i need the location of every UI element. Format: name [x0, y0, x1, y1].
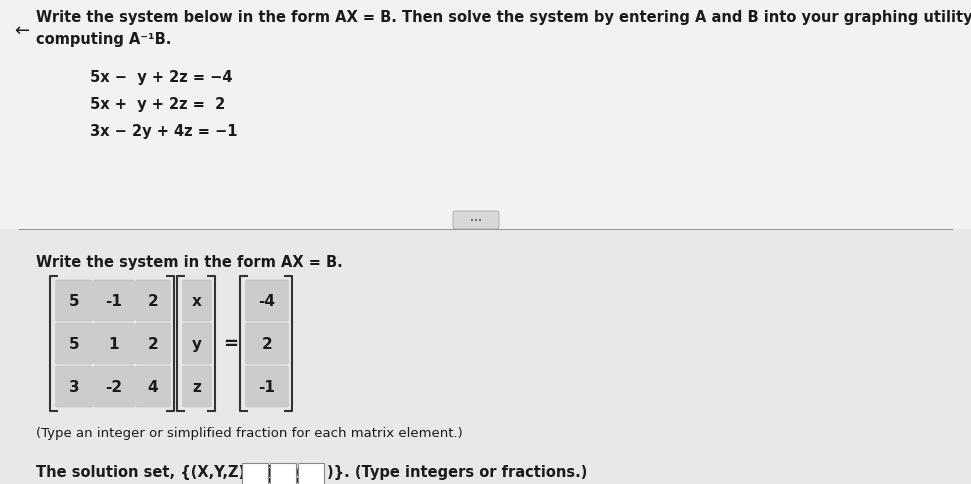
- Text: Write the system in the form AX = B.: Write the system in the form AX = B.: [36, 255, 343, 270]
- Text: x: x: [192, 293, 202, 308]
- Bar: [270, 463, 296, 484]
- Text: ,: ,: [294, 469, 299, 484]
- Text: 3: 3: [69, 379, 80, 394]
- Bar: [0, 229, 971, 484]
- Text: -4: -4: [258, 293, 276, 308]
- FancyBboxPatch shape: [94, 280, 134, 321]
- Text: 1: 1: [109, 336, 119, 351]
- FancyBboxPatch shape: [183, 323, 212, 364]
- Text: The solution set, {(X,Y,Z)}, is {(: The solution set, {(X,Y,Z)}, is {(: [36, 464, 302, 479]
- FancyBboxPatch shape: [136, 366, 170, 407]
- Text: (Type an integer or simplified fraction for each matrix element.): (Type an integer or simplified fraction …: [36, 426, 463, 439]
- Text: )}. (Type integers or fractions.): )}. (Type integers or fractions.): [326, 464, 587, 479]
- FancyBboxPatch shape: [94, 366, 134, 407]
- Text: 5: 5: [69, 336, 80, 351]
- Text: -1: -1: [106, 293, 122, 308]
- Text: ←: ←: [14, 22, 29, 40]
- Text: 2: 2: [148, 336, 158, 351]
- FancyBboxPatch shape: [183, 280, 212, 321]
- FancyBboxPatch shape: [246, 323, 288, 364]
- Text: y: y: [192, 336, 202, 351]
- FancyBboxPatch shape: [246, 280, 288, 321]
- FancyBboxPatch shape: [246, 366, 288, 407]
- FancyBboxPatch shape: [183, 366, 212, 407]
- Text: ,: ,: [266, 469, 272, 484]
- FancyBboxPatch shape: [55, 323, 92, 364]
- FancyBboxPatch shape: [136, 280, 170, 321]
- Text: 2: 2: [148, 293, 158, 308]
- Bar: [242, 463, 268, 484]
- Text: 5x +  y + 2z =  2: 5x + y + 2z = 2: [90, 97, 225, 112]
- Bar: [298, 463, 323, 484]
- FancyBboxPatch shape: [55, 280, 92, 321]
- Text: =: =: [223, 335, 238, 353]
- FancyBboxPatch shape: [136, 323, 170, 364]
- Bar: [0, 0, 971, 229]
- Text: •••: •••: [470, 217, 482, 224]
- Text: -1: -1: [258, 379, 276, 394]
- FancyBboxPatch shape: [94, 323, 134, 364]
- Text: 4: 4: [148, 379, 158, 394]
- Text: -2: -2: [106, 379, 122, 394]
- Text: computing A⁻¹B.: computing A⁻¹B.: [36, 32, 171, 47]
- Text: 5: 5: [69, 293, 80, 308]
- Text: z: z: [192, 379, 201, 394]
- Text: 5x −  y + 2z = −4: 5x − y + 2z = −4: [90, 70, 232, 85]
- Text: 2: 2: [261, 336, 273, 351]
- FancyBboxPatch shape: [55, 366, 92, 407]
- FancyBboxPatch shape: [453, 212, 499, 229]
- Text: 3x − 2y + 4z = −1: 3x − 2y + 4z = −1: [90, 124, 238, 139]
- Text: Write the system below in the form AX = B. Then solve the system by entering A a: Write the system below in the form AX = …: [36, 10, 971, 25]
